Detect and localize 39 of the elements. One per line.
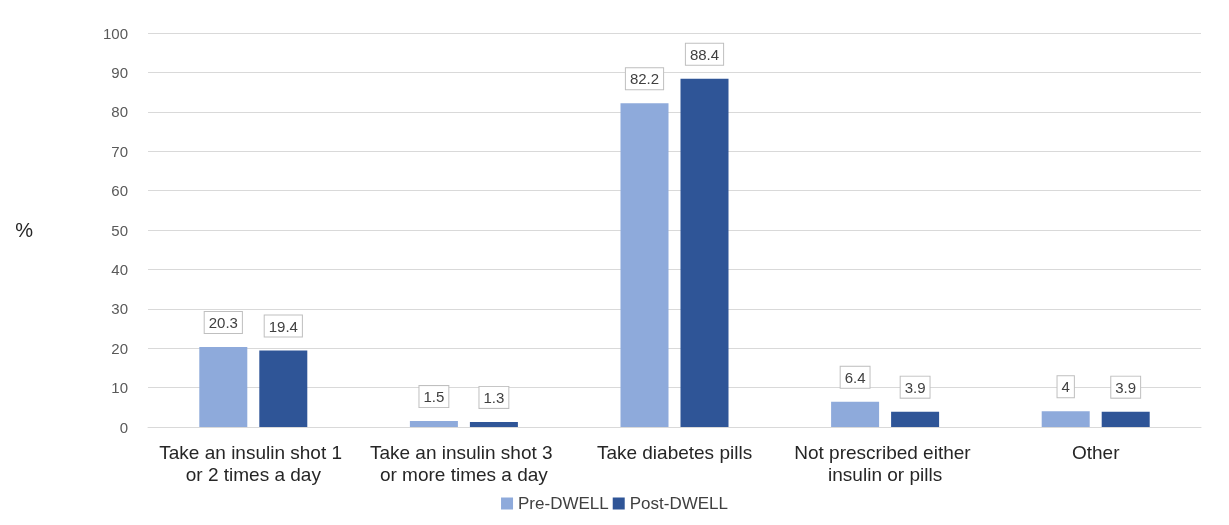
y-tick-label: 10 (111, 379, 128, 397)
data-label: 20.3 (208, 314, 238, 332)
legend-label: Post-DWELL (629, 494, 728, 513)
y-tick-label: 0 (119, 418, 128, 436)
x-tick-label: Take an insulin shot 3 or more times a day (369, 441, 558, 485)
x-tick-label: Take diabetes pills (596, 441, 753, 463)
data-label: 4 (1061, 378, 1070, 396)
bar (1101, 411, 1150, 427)
data-label: 19.4 (268, 317, 298, 335)
bar (259, 350, 308, 427)
bar (891, 411, 940, 427)
bar (199, 347, 248, 427)
y-tick-label: 70 (111, 142, 128, 160)
data-label: 3.9 (904, 378, 926, 396)
data-label: 6.4 (844, 368, 866, 386)
y-tick-label: 80 (111, 103, 128, 121)
y-tick-label: 30 (111, 300, 128, 318)
bar (1041, 411, 1090, 427)
y-tick-label: 90 (111, 63, 128, 81)
data-label: 3.9 (1115, 378, 1137, 396)
x-tick-label: Other (1071, 441, 1121, 463)
bar (469, 421, 518, 427)
data-label: 1.3 (483, 388, 505, 406)
bar (409, 421, 458, 427)
data-label: 82.2 (629, 70, 660, 88)
bar (831, 401, 880, 427)
bar (680, 78, 729, 427)
x-tick-label: Not prescribed either insulin or pills (794, 441, 976, 485)
y-tick-label: 40 (111, 260, 128, 278)
y-tick-label: 20 (111, 339, 128, 357)
bar (620, 103, 669, 427)
data-label: 1.5 (423, 388, 445, 406)
data-label: 88.4 (689, 45, 720, 63)
legend-label: Pre-DWELL (518, 494, 609, 513)
y-tick-label: 60 (111, 182, 128, 200)
y-tick-label: 100 (102, 24, 128, 42)
x-tick-label: Take an insulin shot 1 or 2 times a day (159, 441, 348, 485)
y-tick-label: 50 (111, 221, 128, 239)
y-axis-title: % (15, 219, 34, 241)
